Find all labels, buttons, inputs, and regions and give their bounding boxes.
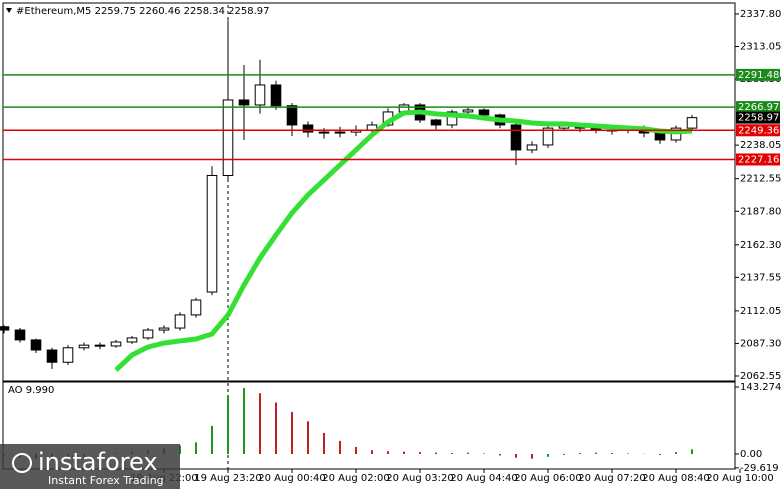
candle-body: [222, 99, 234, 176]
y-tick-label: 2062.55: [740, 371, 781, 382]
title-icon: [6, 8, 12, 13]
candle-body: [190, 299, 202, 316]
candle-body: [126, 337, 138, 343]
candle-body: [174, 314, 186, 329]
level-tag: [736, 68, 780, 81]
x-tick-label: 20 Aug 04:40: [450, 473, 517, 484]
candle-body: [542, 127, 554, 146]
y-tick-label: 2313.05: [740, 42, 781, 53]
moving-average: [114, 109, 693, 372]
x-tick-label: 20 Aug 02:00: [322, 473, 389, 484]
candle-body: [526, 144, 538, 151]
candle-body: [286, 105, 298, 126]
y-tick-label: 2187.80: [740, 206, 781, 217]
x-tick-label: 20 Aug 03:20: [386, 473, 453, 484]
y-tick-label: 2162.30: [740, 240, 781, 251]
chart-title: #Ethereum,M5 2259.75 2260.46 2258.34 225…: [16, 6, 270, 17]
candle-body: [142, 329, 154, 339]
watermark-tagline: Instant Forex Trading: [48, 474, 164, 487]
y-tick-label: 2112.05: [740, 306, 781, 317]
candle-body: [62, 347, 74, 363]
watermark-logo: [12, 453, 32, 473]
candle-body: [510, 124, 522, 151]
candle-body: [430, 119, 442, 126]
candle-body: [334, 131, 346, 134]
candle-body: [446, 111, 458, 126]
level-tag: [736, 153, 780, 166]
y-tick-label: 2087.30: [740, 338, 781, 349]
x-tick-label: 20 Aug 08:40: [642, 473, 709, 484]
x-tick-label: 20 Aug 00:40: [258, 473, 325, 484]
candle-body: [158, 327, 170, 331]
candle-body: [0, 326, 10, 331]
candle-body: [270, 84, 282, 107]
y-tick-label: 2238.05: [740, 140, 781, 151]
watermark: instaforex Instant Forex Trading: [0, 444, 180, 489]
x-tick-label: 20 Aug 07:20: [578, 473, 645, 484]
candle-body: [30, 339, 42, 351]
level-tag: [736, 111, 780, 124]
y-tick-label: 2337.80: [740, 9, 781, 20]
x-tick-label: 20 Aug 10:00: [706, 473, 773, 484]
level-label: 2291.48: [738, 70, 779, 81]
y-tick-label: 2212.55: [740, 174, 781, 185]
level-label: 2249.36: [738, 125, 779, 136]
candle-body: [238, 99, 250, 106]
level-label: 2266.97: [738, 102, 779, 113]
ao-title: AO 9.990: [8, 385, 54, 396]
ao-tick-label: 0.00: [740, 449, 762, 460]
candle-body: [686, 117, 698, 129]
candle-body: [318, 131, 330, 134]
price-panel: [2, 2, 736, 382]
watermark-brand: instaforex: [38, 448, 158, 476]
level-label: 2258.97: [738, 113, 779, 124]
candle-body: [254, 84, 266, 106]
candle-body: [654, 132, 666, 141]
candle-body: [478, 109, 490, 116]
level-tag: [736, 101, 780, 114]
candle-body: [94, 344, 106, 347]
x-tick-label: 19 Aug 23:20: [194, 473, 261, 484]
ao-tick-label: -29.619: [740, 463, 779, 474]
ao-tick-label: 143.274: [740, 382, 781, 393]
candle-body: [206, 174, 218, 293]
candle-body: [302, 124, 314, 133]
candle-body: [78, 344, 90, 349]
x-tick-label: 20 Aug 06:00: [514, 473, 581, 484]
level-label: 2227.16: [738, 154, 779, 165]
candle-body: [14, 329, 26, 341]
candle-body: [462, 109, 474, 113]
candle-body: [110, 341, 122, 347]
candle-body: [46, 349, 58, 363]
y-tick-label: 2137.55: [740, 272, 781, 283]
level-tag: [736, 124, 780, 137]
